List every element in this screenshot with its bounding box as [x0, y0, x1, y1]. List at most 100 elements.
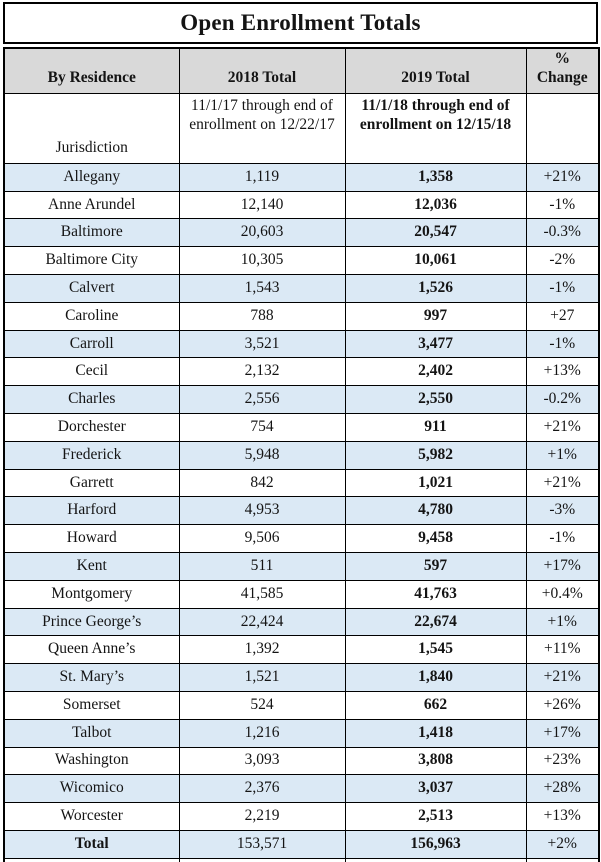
total-2019-cell: 22,674 [344, 607, 527, 637]
pct-change-cell: -0.3% [525, 218, 600, 248]
jurisdiction-cell: Talbot [3, 718, 180, 748]
table-row: Harford 4,953 4,780 -3% [3, 496, 600, 526]
table-row: Caroline 788 997 +27 [3, 301, 600, 331]
total-2019-cell: 2,402 [344, 357, 527, 387]
jurisdiction-cell: Total [3, 829, 180, 859]
total-2018-cell: 842 [178, 468, 346, 498]
table-row: Cecil 2,132 2,402 +13% [3, 357, 600, 387]
table-row: Montgomery 41,585 41,763 +0.4% [3, 579, 600, 609]
pct-change-cell: +13% [525, 802, 600, 831]
partial-cell [3, 857, 180, 862]
pct-change-cell: +27 [525, 301, 600, 331]
total-2018-cell: 9,506 [178, 524, 346, 553]
table-row: Washington 3,093 3,808 +23% [3, 746, 600, 776]
title-box: Open Enrollment Totals [3, 2, 598, 44]
jurisdiction-cell: Frederick [3, 440, 180, 470]
total-2018-cell: 1,521 [178, 663, 346, 692]
total-2019-cell: 10,061 [344, 246, 527, 275]
table-row: Somerset 524 662 +26% [3, 690, 600, 720]
total-2019-cell: 4,780 [344, 496, 527, 526]
column-header-row: By Residence 2018 Total 2019 Total % Cha… [3, 47, 600, 94]
jurisdiction-cell: Washington [3, 746, 180, 776]
pct-change-cell: +17% [525, 718, 600, 748]
total-2018-cell: 3,093 [178, 746, 346, 776]
pct-change-cell: -0.2% [525, 385, 600, 414]
pct-change-cell: +21% [525, 663, 600, 692]
pct-change-cell: -1% [525, 190, 600, 220]
table-row: Wicomico 2,376 3,037 +28% [3, 774, 600, 804]
pct-change-cell: +21% [525, 162, 600, 192]
total-2018-cell: 5,948 [178, 440, 346, 470]
total-2019-cell: 2,513 [344, 802, 527, 831]
jurisdiction-cell: Queen Anne’s [3, 635, 180, 665]
total-2018-cell: 22,424 [178, 607, 346, 637]
pct-change-cell: -3% [525, 496, 600, 526]
total-2018-cell: 3,521 [178, 329, 346, 359]
jurisdiction-label: Jurisdiction [3, 92, 180, 164]
total-2018-cell: 12,140 [178, 190, 346, 220]
total-2018-cell: 524 [178, 690, 346, 720]
jurisdiction-cell: Anne Arundel [3, 190, 180, 220]
table-row: Anne Arundel 12,140 12,036 -1% [3, 190, 600, 220]
pct-change-cell: +21% [525, 412, 600, 442]
total-2019-cell: 41,763 [344, 579, 527, 609]
total-2019-cell: 597 [344, 551, 527, 581]
total-2019-cell: 3,037 [344, 774, 527, 804]
table-row: Frederick 5,948 5,982 +1% [3, 440, 600, 470]
table-row: Baltimore City 10,305 10,061 -2% [3, 246, 600, 275]
total-2019-cell: 2,550 [344, 385, 527, 414]
total-2018-cell: 511 [178, 551, 346, 581]
total-2018-cell: 2,132 [178, 357, 346, 387]
total-2018-cell: 153,571 [178, 829, 346, 859]
total-2019-cell: 156,963 [344, 829, 527, 859]
pct-change-cell: +11% [525, 635, 600, 665]
total-2019-cell: 1,545 [344, 635, 527, 665]
jurisdiction-cell: Charles [3, 385, 180, 414]
jurisdiction-cell: Kent [3, 551, 180, 581]
total-2019-cell: 3,808 [344, 746, 527, 776]
jurisdiction-cell: Wicomico [3, 774, 180, 804]
total-2018-cell: 4,953 [178, 496, 346, 526]
jurisdiction-cell: Prince George’s [3, 607, 180, 637]
pct-change-cell: +13% [525, 357, 600, 387]
total-2019-cell: 3,477 [344, 329, 527, 359]
total-2018-cell: 754 [178, 412, 346, 442]
jurisdiction-cell: Baltimore [3, 218, 180, 248]
pct-change-cell: -1% [525, 329, 600, 359]
table-row: Calvert 1,543 1,526 -1% [3, 274, 600, 303]
jurisdiction-cell: Montgomery [3, 579, 180, 609]
pct-change-cell: +21% [525, 468, 600, 498]
jurisdiction-cell: Dorchester [3, 412, 180, 442]
pct-change-cell: +23% [525, 746, 600, 776]
total-2018-cell: 20,603 [178, 218, 346, 248]
jurisdiction-cell: Carroll [3, 329, 180, 359]
table-row: Dorchester 754 911 +21% [3, 412, 600, 442]
table-row: Baltimore 20,603 20,547 -0.3% [3, 218, 600, 248]
table-row: Carroll 3,521 3,477 -1% [3, 329, 600, 359]
pct-change-cell: +17% [525, 551, 600, 581]
total-2018-cell: 2,219 [178, 802, 346, 831]
jurisdiction-cell: Caroline [3, 301, 180, 331]
column-header-by-residence: By Residence [3, 47, 180, 94]
enrollment-table: By Residence 2018 Total 2019 Total % Cha… [3, 47, 600, 862]
pct-change-cell: -2% [525, 246, 600, 275]
total-2019-cell: 9,458 [344, 524, 527, 553]
subheader-empty-cell [525, 92, 600, 164]
table-row: Charles 2,556 2,550 -0.2% [3, 385, 600, 414]
partial-row [3, 857, 600, 862]
table-row: Queen Anne’s 1,392 1,545 +11% [3, 635, 600, 665]
pct-change-cell: +1% [525, 440, 600, 470]
jurisdiction-cell: Garrett [3, 468, 180, 498]
total-2019-cell: 12,036 [344, 190, 527, 220]
enrollment-period-2018-note: 11/1/17 through end of enrollment on 12/… [178, 92, 346, 164]
total-2018-cell: 788 [178, 301, 346, 331]
total-2018-cell: 1,216 [178, 718, 346, 748]
total-row: Total 153,571 156,963 +2% [3, 829, 600, 859]
subheader-row: Jurisdiction 11/1/17 through end of enro… [3, 92, 600, 164]
total-2018-cell: 1,543 [178, 274, 346, 303]
jurisdiction-cell: Harford [3, 496, 180, 526]
jurisdiction-cell: Calvert [3, 274, 180, 303]
table-row: Worcester 2,219 2,513 +13% [3, 802, 600, 831]
total-2018-cell: 2,556 [178, 385, 346, 414]
